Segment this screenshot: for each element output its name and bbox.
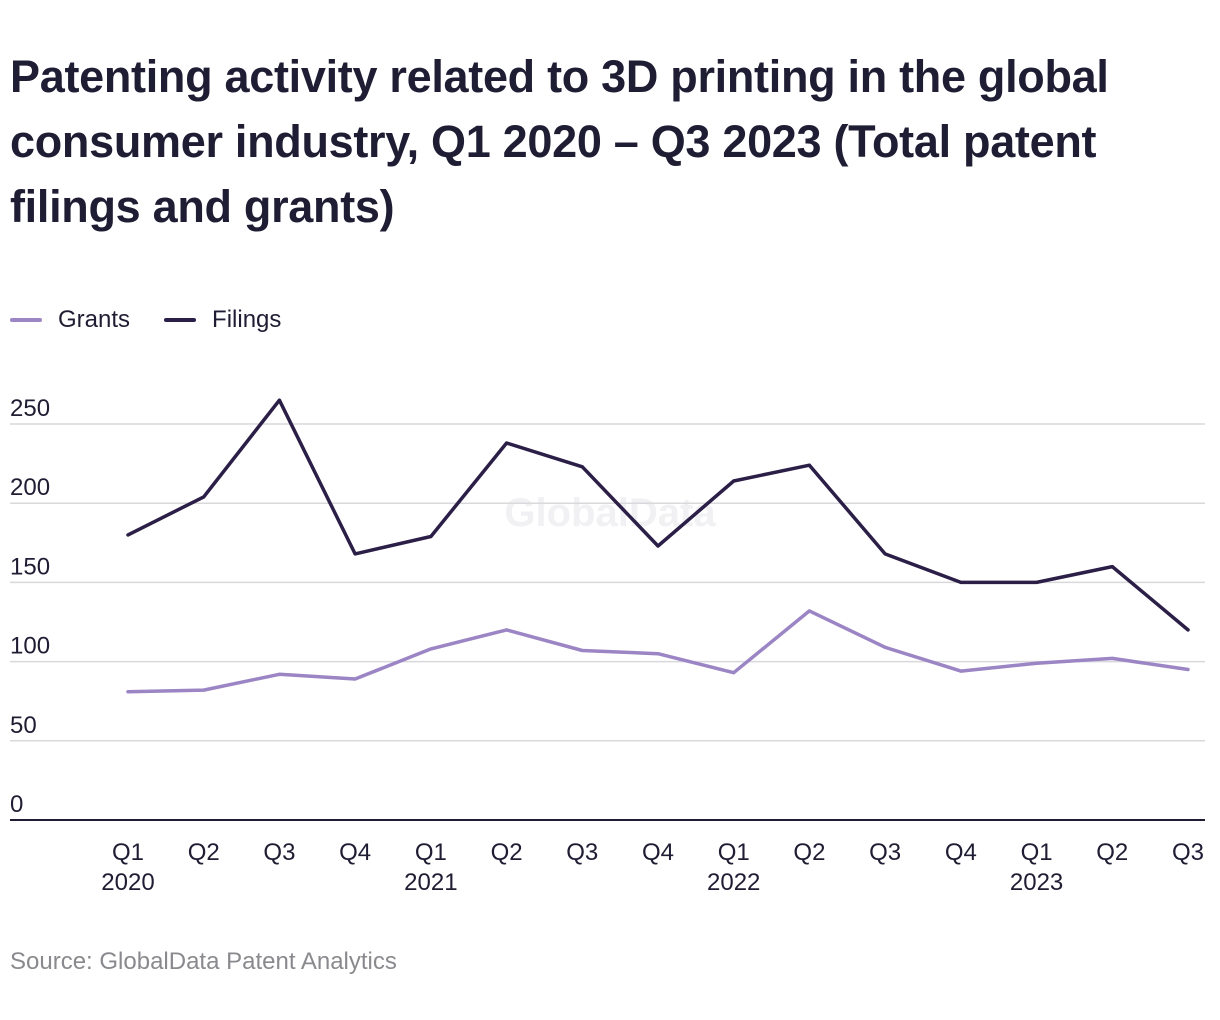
data-point-grants bbox=[353, 677, 357, 681]
data-point-filings bbox=[429, 534, 433, 538]
data-point-filings bbox=[732, 479, 736, 483]
x-tick-label: Q2 bbox=[188, 839, 220, 866]
data-point-grants bbox=[807, 609, 811, 613]
chart-title: Patenting activity related to 3D printin… bbox=[10, 51, 1109, 232]
x-tick-label: Q4 bbox=[642, 839, 674, 866]
data-point-grants bbox=[429, 647, 433, 651]
data-point-filings bbox=[656, 544, 660, 548]
x-tick-label: Q1 bbox=[718, 839, 750, 866]
x-tick-label: Q1 bbox=[1021, 839, 1053, 866]
y-tick-label-0: 0 bbox=[10, 791, 23, 818]
data-point-grants bbox=[959, 669, 963, 673]
data-point-grants bbox=[883, 645, 887, 649]
data-point-grants bbox=[505, 628, 509, 632]
x-year-label: 2022 bbox=[707, 869, 760, 896]
series-lines bbox=[126, 398, 1190, 694]
x-tick-label: Q2 bbox=[491, 839, 523, 866]
x-tick-label: Q3 bbox=[566, 839, 598, 866]
y-tick-label-50: 50 bbox=[10, 712, 37, 739]
x-tick-label: Q3 bbox=[263, 839, 295, 866]
x-tick-label: Q2 bbox=[793, 839, 825, 866]
data-point-filings bbox=[1110, 565, 1114, 569]
y-tick-label-100: 100 bbox=[10, 633, 50, 660]
data-point-filings bbox=[353, 552, 357, 556]
data-point-filings bbox=[1035, 580, 1039, 584]
x-tick-label: Q3 bbox=[869, 839, 901, 866]
x-tick-label: Q4 bbox=[945, 839, 977, 866]
data-point-grants bbox=[277, 672, 281, 676]
x-year-label: 2020 bbox=[101, 869, 154, 896]
source-note: Source: GlobalData Patent Analytics bbox=[10, 948, 397, 975]
legend-label-grants: Grants bbox=[58, 306, 131, 333]
x-tick-label: Q1 bbox=[112, 839, 144, 866]
data-point-filings bbox=[580, 465, 584, 469]
x-year-label: 2023 bbox=[1010, 869, 1063, 896]
data-point-filings bbox=[1186, 628, 1190, 632]
legend-swatch-filings bbox=[164, 318, 197, 322]
y-tick-label-150: 150 bbox=[10, 553, 50, 580]
legend-item-filings: Filings bbox=[164, 306, 281, 334]
y-tick-label-250: 250 bbox=[10, 395, 50, 422]
x-tick-label: Q3 bbox=[1172, 839, 1204, 866]
data-point-grants bbox=[1110, 656, 1114, 660]
data-point-grants bbox=[202, 688, 206, 692]
x-tick-label: Q2 bbox=[1096, 839, 1128, 866]
data-point-filings bbox=[505, 441, 509, 445]
data-point-grants bbox=[732, 671, 736, 675]
x-year-label: 2021 bbox=[404, 869, 457, 896]
data-point-filings bbox=[277, 398, 281, 402]
data-point-grants bbox=[656, 652, 660, 656]
series-line-grants bbox=[126, 609, 1190, 694]
y-tick-label-200: 200 bbox=[10, 474, 50, 501]
data-point-grants bbox=[1186, 668, 1190, 672]
data-point-filings bbox=[126, 533, 130, 537]
data-point-grants bbox=[1035, 661, 1039, 665]
legend: Grants Filings bbox=[10, 306, 315, 334]
legend-swatch-grants bbox=[10, 318, 42, 322]
data-point-filings bbox=[807, 463, 811, 467]
data-point-filings bbox=[959, 580, 963, 584]
x-tick-label: Q4 bbox=[339, 839, 371, 866]
data-point-grants bbox=[580, 649, 584, 653]
data-point-filings bbox=[202, 495, 206, 499]
data-point-grants bbox=[126, 690, 130, 694]
x-tick-label: Q1 bbox=[415, 839, 447, 866]
data-point-filings bbox=[883, 552, 887, 556]
legend-item-grants: Grants bbox=[10, 306, 130, 334]
legend-label-filings: Filings bbox=[212, 306, 282, 333]
y-axis-tick-labels: 0 50 100 150 200 250 bbox=[10, 395, 50, 818]
x-axis-tick-labels: Q1 2020 Q2 Q3 Q4 Q1 2021 Q2 Q3 Q4 Q1 2022 Q2 Q3 Q4 Q1 20… bbox=[101, 839, 1204, 896]
